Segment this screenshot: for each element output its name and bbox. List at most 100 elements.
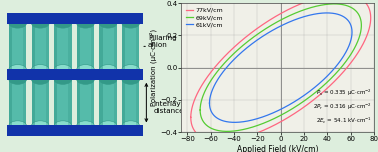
69kV/cm xyxy=(198,109,202,111)
Bar xyxy=(91,24,94,69)
61kV/cm xyxy=(325,12,329,14)
Bar xyxy=(91,80,94,125)
77kV/cm xyxy=(251,133,256,135)
77kV/cm xyxy=(189,116,193,118)
77kV/cm xyxy=(261,129,266,131)
Bar xyxy=(7,125,143,136)
Bar xyxy=(9,24,26,69)
77kV/cm xyxy=(363,1,367,3)
Bar xyxy=(23,24,26,69)
Ellipse shape xyxy=(77,65,94,74)
Ellipse shape xyxy=(9,75,26,84)
61kV/cm xyxy=(338,14,342,16)
77kV/cm xyxy=(189,116,193,118)
69kV/cm xyxy=(332,3,337,5)
Ellipse shape xyxy=(32,75,49,84)
61kV/cm xyxy=(265,114,270,116)
61kV/cm xyxy=(257,117,262,119)
Bar xyxy=(54,80,57,125)
Ellipse shape xyxy=(122,19,139,28)
Ellipse shape xyxy=(122,75,139,84)
69kV/cm xyxy=(225,130,229,132)
Ellipse shape xyxy=(54,19,71,28)
Bar xyxy=(99,24,102,69)
Ellipse shape xyxy=(77,75,94,84)
Bar xyxy=(114,24,117,69)
Ellipse shape xyxy=(9,19,26,28)
Ellipse shape xyxy=(32,121,49,130)
Bar xyxy=(32,24,35,69)
Ellipse shape xyxy=(99,75,117,84)
Ellipse shape xyxy=(122,65,139,74)
69kV/cm xyxy=(309,95,314,96)
Bar xyxy=(68,24,71,69)
Bar xyxy=(77,80,80,125)
Bar xyxy=(7,13,143,24)
Ellipse shape xyxy=(9,65,26,74)
Bar xyxy=(46,24,49,69)
Bar xyxy=(54,24,57,69)
Text: Pillaring
anion: Pillaring anion xyxy=(148,35,177,48)
61kV/cm xyxy=(207,102,212,104)
Bar xyxy=(46,80,49,125)
Bar xyxy=(136,24,139,69)
Ellipse shape xyxy=(54,75,71,84)
Y-axis label: Polarization (μC·cm⁻²): Polarization (μC·cm⁻²) xyxy=(150,29,158,106)
Ellipse shape xyxy=(9,121,26,130)
Bar xyxy=(122,24,125,69)
Bar xyxy=(68,80,71,125)
61kV/cm xyxy=(207,102,212,104)
Bar xyxy=(77,80,94,125)
Bar xyxy=(54,24,71,69)
Bar xyxy=(122,80,139,125)
Bar xyxy=(77,24,80,69)
Ellipse shape xyxy=(99,19,117,28)
Ellipse shape xyxy=(77,121,94,130)
Bar xyxy=(23,80,26,125)
Text: $P_s$ = 0.335 μC·cm$^{-2}$
$2P_r$ = 0.316 μC·cm$^{-2}$
$2E_c$ = 54.1 kV·cm$^{-1}: $P_s$ = 0.335 μC·cm$^{-2}$ $2P_r$ = 0.31… xyxy=(313,88,372,126)
Bar xyxy=(9,80,12,125)
Bar xyxy=(77,24,94,69)
Bar xyxy=(32,80,49,125)
Bar xyxy=(99,24,117,69)
Bar xyxy=(99,80,102,125)
Bar xyxy=(99,80,117,125)
Legend: 77kV/cm, 69kV/cm, 61kV/cm: 77kV/cm, 69kV/cm, 61kV/cm xyxy=(184,6,224,29)
Ellipse shape xyxy=(122,121,139,130)
Bar xyxy=(54,80,71,125)
61kV/cm xyxy=(345,19,350,21)
77kV/cm xyxy=(206,74,211,76)
Line: 77kV/cm: 77kV/cm xyxy=(191,0,371,141)
77kV/cm xyxy=(217,140,222,142)
Line: 61kV/cm: 61kV/cm xyxy=(209,13,352,122)
Ellipse shape xyxy=(32,19,49,28)
69kV/cm xyxy=(263,122,268,123)
Bar xyxy=(32,80,35,125)
Ellipse shape xyxy=(54,65,71,74)
77kV/cm xyxy=(313,98,318,99)
Bar xyxy=(9,24,12,69)
Bar xyxy=(122,24,139,69)
Ellipse shape xyxy=(99,65,117,74)
Bar xyxy=(32,24,49,69)
69kV/cm xyxy=(254,125,259,127)
69kV/cm xyxy=(198,109,202,111)
69kV/cm xyxy=(214,72,218,74)
61kV/cm xyxy=(222,70,226,72)
Bar xyxy=(122,80,125,125)
Bar xyxy=(7,69,143,80)
Ellipse shape xyxy=(99,121,117,130)
Text: Interlayer
distance: Interlayer distance xyxy=(153,101,189,114)
Ellipse shape xyxy=(77,19,94,28)
61kV/cm xyxy=(232,121,237,123)
Bar xyxy=(136,80,139,125)
Ellipse shape xyxy=(32,65,49,74)
69kV/cm xyxy=(354,10,358,12)
Bar xyxy=(9,80,26,125)
Bar xyxy=(114,80,117,125)
69kV/cm xyxy=(345,5,350,7)
Ellipse shape xyxy=(54,121,71,130)
X-axis label: Applied Field (kV/cm): Applied Field (kV/cm) xyxy=(237,145,319,152)
Line: 69kV/cm: 69kV/cm xyxy=(200,4,361,131)
61kV/cm xyxy=(306,92,310,93)
